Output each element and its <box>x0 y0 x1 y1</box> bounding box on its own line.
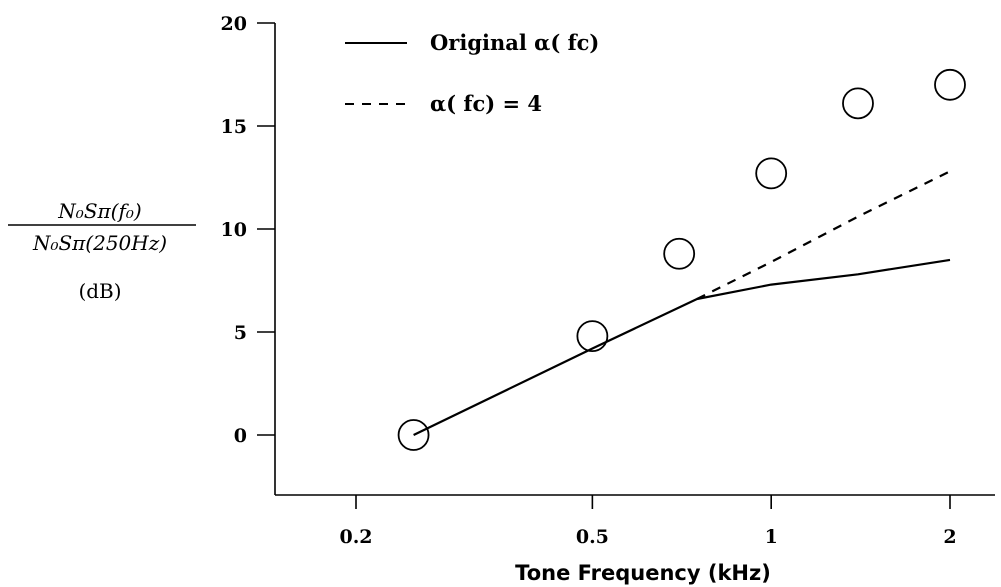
x-axis-label: Tone Frequency (kHz) <box>515 561 771 585</box>
y-tick-label: 0 <box>234 425 247 447</box>
x-tick-label: 0.2 <box>339 526 372 548</box>
data-point-circle <box>934 68 966 101</box>
x-tick-label: 2 <box>943 526 956 548</box>
series-layer <box>397 68 966 451</box>
y-axis-label: N₀Sπ(f₀) N₀Sπ(250Hz) (dB) <box>8 199 196 303</box>
data-point-circle <box>842 87 874 120</box>
x-axis-ticks: 0.2 0.5 1 2 <box>339 495 957 548</box>
data-point-circle <box>663 237 696 270</box>
x-tick-label: 0.5 <box>576 526 609 548</box>
y-tick-label: 15 <box>221 116 247 138</box>
y-tick-label: 20 <box>221 13 247 35</box>
data-point-circle <box>755 157 788 190</box>
data-point-circle <box>576 320 609 353</box>
y-axis-label-unit: (dB) <box>78 279 121 303</box>
data-point-circle <box>397 419 430 451</box>
y-tick-label: 10 <box>221 219 247 241</box>
legend-label-original: Original α( fc) <box>430 30 599 55</box>
y-axis-label-numerator: N₀Sπ(f₀) <box>57 199 141 223</box>
y-axis-ticks: 0 5 10 15 20 <box>221 13 275 447</box>
x-tick-label: 1 <box>765 526 778 548</box>
series-line-original <box>413 258 951 436</box>
legend: Original α( fc) α( fc) = 4 <box>345 30 599 116</box>
y-axis-label-denominator: N₀Sπ(250Hz) <box>32 231 167 255</box>
series-line-alpha4 <box>696 170 951 300</box>
y-tick-label: 5 <box>234 322 247 344</box>
legend-label-alpha4: α( fc) = 4 <box>430 91 542 116</box>
